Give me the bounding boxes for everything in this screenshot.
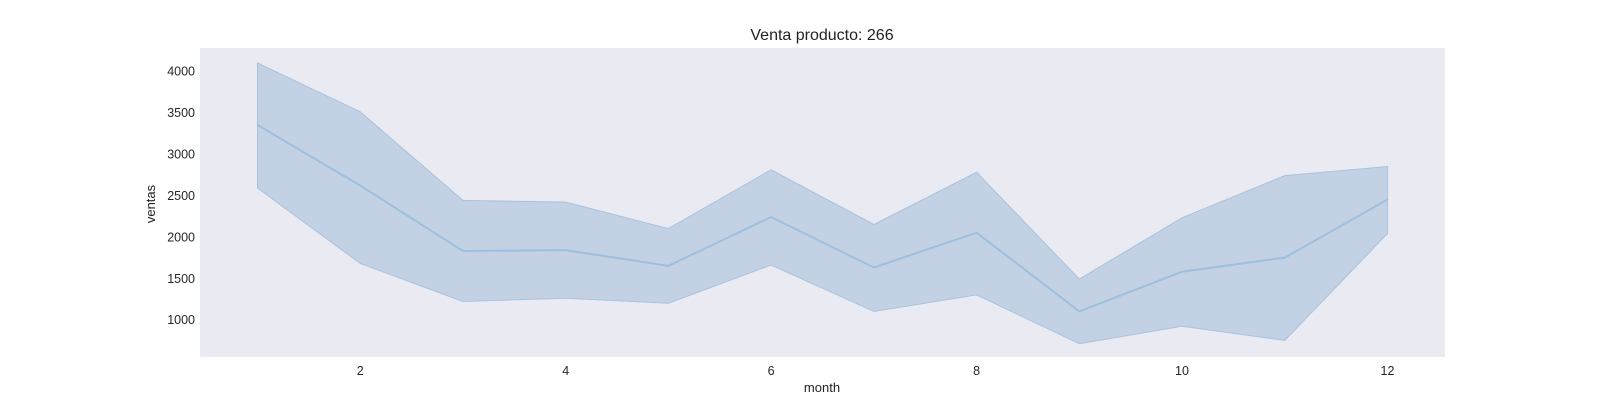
x-axis-label: month (804, 380, 840, 395)
x-tick-label: 4 (562, 364, 569, 378)
y-tick-label: 4000 (167, 65, 195, 79)
y-tick-label: 3000 (167, 148, 195, 162)
data-point (667, 265, 670, 267)
confidence-band-layer (257, 62, 1388, 345)
data-point (1284, 256, 1286, 259)
x-tick-label: 8 (973, 364, 980, 378)
data-point (770, 216, 772, 218)
x-ticks: 2 4 6 8 10 12 (357, 364, 1395, 378)
data-point (564, 249, 567, 251)
x-tick-label: 10 (1175, 364, 1189, 378)
data-point (1181, 270, 1183, 273)
y-axis-label: ventas (143, 184, 158, 223)
chart-title: Venta producto: 266 (750, 27, 893, 44)
y-tick-label: 1000 (167, 313, 195, 327)
data-point (256, 124, 259, 126)
y-tick-label: 2500 (167, 189, 195, 203)
y-tick-label: 2000 (167, 230, 195, 244)
data-point (1386, 198, 1389, 201)
y-tick-label: 1500 (167, 272, 195, 286)
data-point (975, 231, 978, 234)
confidence-band (257, 62, 1388, 345)
data-point (1078, 310, 1081, 313)
y-tick-label: 3500 (167, 106, 195, 120)
x-tick-label: 12 (1381, 364, 1395, 378)
data-point (462, 250, 464, 252)
data-point (359, 184, 362, 187)
series-line-layer (256, 124, 1389, 313)
data-point (873, 266, 875, 269)
y-ticks: 1000 1500 2000 2500 3000 3500 4000 (167, 65, 195, 328)
x-tick-label: 2 (357, 364, 364, 378)
series-line (256, 124, 1388, 313)
x-tick-label: 6 (768, 364, 775, 378)
